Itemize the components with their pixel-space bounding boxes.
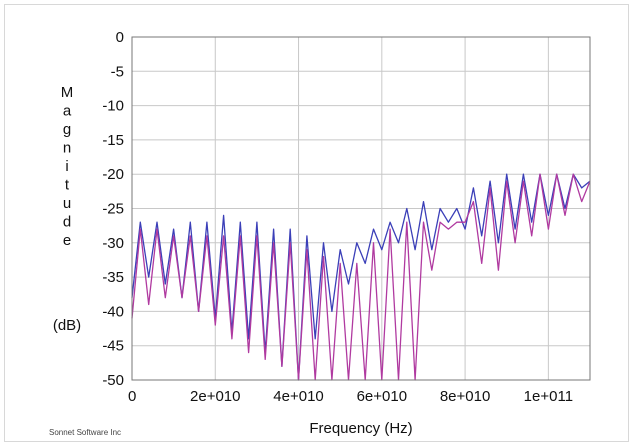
y-axis-label-letter: n: [63, 140, 71, 157]
y-tick-label: -35: [102, 269, 124, 286]
y-axis-label-letter: g: [63, 121, 71, 138]
y-axis-label-letter: a: [63, 103, 72, 120]
chart-frame: 0 -5 -10 -15 -20 -25 -30 -35 -40 -45 -50 0 2e+010 4e…: [4, 4, 629, 442]
y-axis-label-letter: i: [65, 158, 68, 175]
y-axis-label-letter: d: [63, 214, 71, 231]
y-tick-label: 0: [116, 29, 124, 46]
x-tick-label: 6e+010: [357, 388, 407, 405]
series-layer: [131, 173, 591, 381]
x-tick-label: 4e+010: [273, 388, 323, 405]
x-tick-label: 0: [128, 388, 136, 405]
y-axis-label-letter: M: [61, 84, 74, 101]
x-tick-label: 2e+010: [190, 388, 240, 405]
series-line-2: [131, 173, 591, 381]
credit-text: Sonnet Software Inc: [49, 428, 121, 437]
y-tick-label: -25: [102, 201, 124, 218]
x-axis-ticks: 0 2e+010 4e+010 6e+010 8e+010 1e+011: [128, 388, 573, 405]
y-tick-label: -20: [102, 166, 124, 183]
y-tick-label: -40: [102, 303, 124, 320]
y-tick-label: -45: [102, 338, 124, 355]
x-tick-label: 8e+010: [440, 388, 490, 405]
series-line-1: [131, 173, 591, 381]
y-axis-ticks: 0 -5 -10 -15 -20 -25 -30 -35 -40 -45 -50: [102, 29, 124, 389]
y-axis-label-letter: e: [63, 232, 71, 249]
y-tick-label: -15: [102, 132, 124, 149]
y-axis-label-unit: (dB): [53, 317, 81, 334]
x-tick-label: 1e+011: [524, 388, 573, 405]
y-axis-label-letter: t: [65, 177, 70, 194]
x-axis-label: Frequency (Hz): [309, 420, 412, 437]
y-tick-label: -30: [102, 235, 124, 252]
y-tick-label: -50: [102, 372, 124, 389]
magnitude-chart: 0 -5 -10 -15 -20 -25 -30 -35 -40 -45 -50 0 2e+010 4e…: [49, 29, 591, 437]
y-tick-label: -5: [111, 63, 124, 80]
y-tick-label: -10: [102, 98, 124, 115]
y-axis-label-letter: u: [63, 195, 71, 212]
plot-border: [131, 36, 591, 381]
